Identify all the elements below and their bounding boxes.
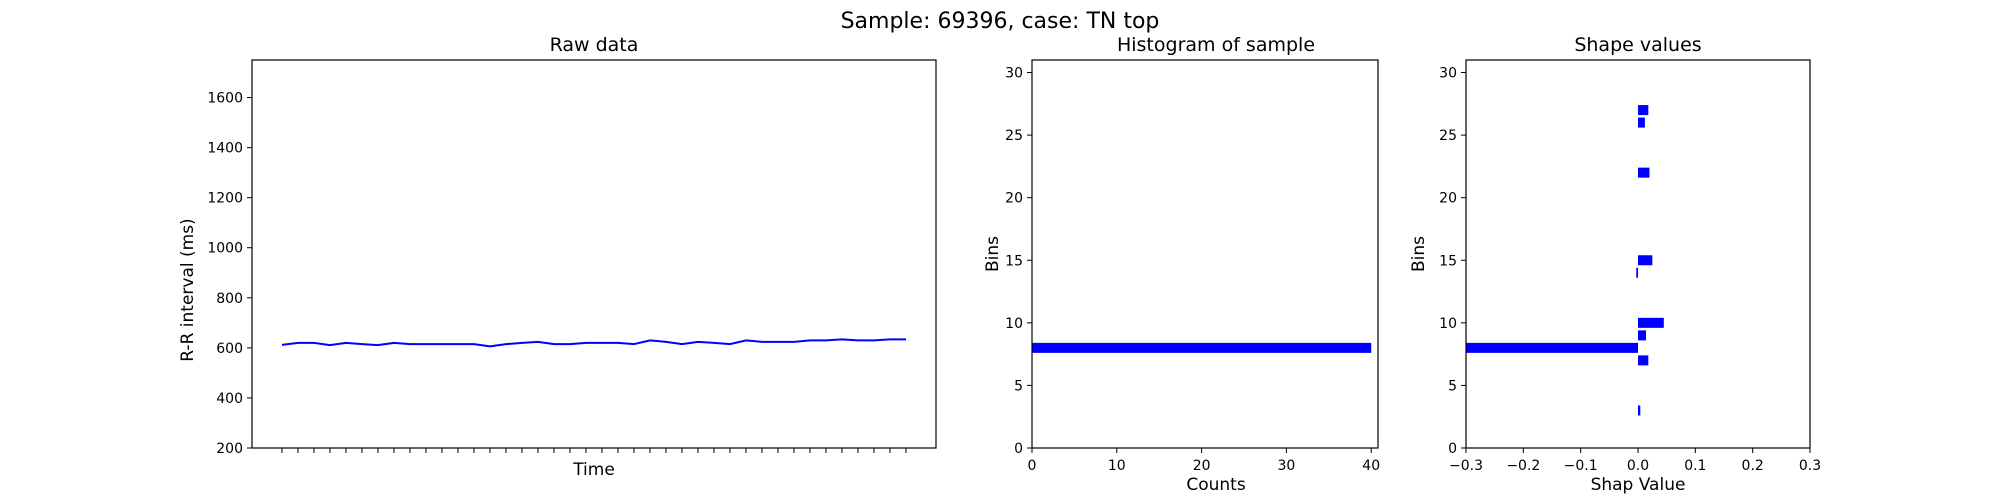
y-tick-label-3: 800 [216,291,243,307]
histogram-y-tick-label-1: 5 [1014,378,1023,394]
raw-data-marks: 200 400 600 800 1000 1200 1400 1600 [207,91,906,457]
y-tick-label-4: 1000 [207,241,243,257]
shap-values-marks: 0 5 10 15 20 25 30 −0.3 −0.2 −0.1 0.0 0.1 0.2 0.3 [1439,66,1821,474]
shap-values-title: Shape values [1574,34,1701,56]
y-tick-label-5: 1200 [207,191,243,207]
y-tick-label-1: 400 [216,391,243,407]
y-tick-label-0: 200 [216,441,243,457]
shap-bar-bin-8 [1466,343,1638,353]
shap-bar-bin-22 [1638,168,1649,178]
shap-x-tick-label-2: −0.1 [1564,458,1598,474]
shap-x-tick-label-0: −0.3 [1449,458,1483,474]
shap-y-tick-label-2: 10 [1439,316,1457,332]
raw-data-title: Raw data [550,34,639,56]
histogram-title: Histogram of sample [1117,34,1315,56]
shap-x-tick-label-4: 0.1 [1684,458,1706,474]
histogram-x-tick-label-2: 20 [1193,458,1211,474]
raw-data-axes-frame [252,60,936,448]
shap-bar-bin-9 [1638,330,1646,340]
raw-data-panel: Raw data Time R-R interval (ms) 200 400 60… [178,34,936,480]
rr-interval-series-line [282,339,906,346]
histogram-bar-bin-8 [1032,343,1371,353]
histogram-x-tick-label-0: 0 [1028,458,1037,474]
histogram-y-tick-label-3: 15 [1005,253,1023,269]
shap-values-xlabel: Shap Value [1591,475,1686,495]
histogram-marks: 0 5 10 15 20 25 30 0 10 20 30 40 [1005,66,1380,474]
shap-y-tick-label-3: 15 [1439,253,1457,269]
shap-values-panel: Shape values Shap Value Bins 0 5 10 15 20 25 3… [1409,34,1821,495]
raw-data-ylabel: R-R interval (ms) [178,218,198,361]
shap-y-tick-label-5: 25 [1439,128,1457,144]
shap-x-tick-label-5: 0.2 [1742,458,1764,474]
y-tick-label-6: 1400 [207,141,243,157]
shap-bar-bin-10 [1638,318,1664,328]
shap-x-tick-label-3: 0.0 [1627,458,1649,474]
histogram-y-tick-label-4: 20 [1005,191,1023,207]
y-tick-label-2: 600 [216,341,243,357]
shap-values-ylabel: Bins [1409,236,1429,272]
shap-y-tick-label-4: 20 [1439,191,1457,207]
histogram-y-tick-label-2: 10 [1005,316,1023,332]
shap-bar-bin-27 [1638,105,1648,115]
histogram-axes-frame [1032,60,1378,448]
histogram-x-tick-label-3: 30 [1277,458,1295,474]
shap-x-tick-label-1: −0.2 [1506,458,1540,474]
y-tick-label-7: 1600 [207,91,243,107]
histogram-x-tick-label-1: 10 [1108,458,1126,474]
histogram-y-tick-label-6: 30 [1005,66,1023,82]
shap-bar-bin-14 [1636,268,1638,278]
histogram-xlabel: Counts [1186,475,1245,495]
shap-y-tick-label-0: 0 [1448,441,1457,457]
shap-y-tick-label-6: 30 [1439,66,1457,82]
histogram-y-tick-label-0: 0 [1014,441,1023,457]
shap-bar-bin-15 [1638,255,1652,265]
shap-x-tick-label-6: 0.3 [1799,458,1821,474]
figure-suptitle: Sample: 69396, case: TN top [841,9,1160,34]
shap-bar-bin-7 [1638,355,1648,365]
histogram-panel: Histogram of sample Counts Bins 0 5 10 15 20… [983,34,1380,495]
histogram-x-tick-label-4: 40 [1362,458,1380,474]
histogram-y-tick-label-5: 25 [1005,128,1023,144]
shap-y-tick-label-1: 5 [1448,378,1457,394]
histogram-ylabel: Bins [983,236,1003,272]
shap-bar-bin-26 [1638,118,1645,128]
raw-data-xlabel: Time [572,460,615,480]
shap-bar-bin-3 [1638,405,1640,415]
